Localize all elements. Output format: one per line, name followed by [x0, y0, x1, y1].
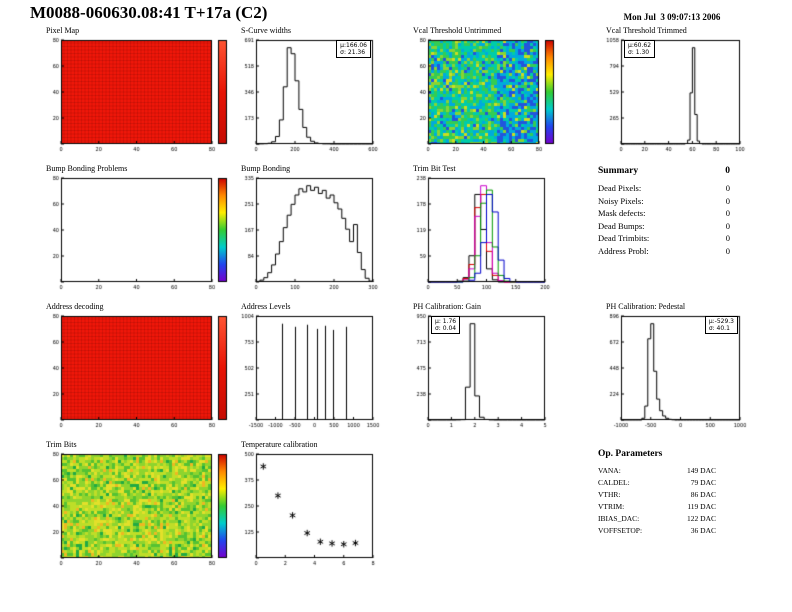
plot-title: PH Calibration: Pedestal — [606, 302, 686, 311]
plot-title: Trim Bit Test — [413, 164, 456, 173]
stats-box: μ:60.62 σ: 1.30 — [624, 40, 656, 58]
summary-row: Dead Trimbits: 0 — [598, 232, 730, 245]
plot-title: Address decoding — [46, 302, 104, 311]
stats-mean: μ: 1.76 — [435, 318, 457, 325]
summary-value: 0 — [725, 183, 730, 193]
plot-trim-bits: Trim Bits — [36, 439, 234, 569]
vcal-threshold-untrimmed-canvas — [403, 36, 561, 155]
plot-vcal-threshold-untrimmed: Vcal Threshold Untrimmed — [403, 25, 561, 155]
address-decoding-canvas — [36, 312, 234, 431]
stats-box: μ: 1.76 σ: 0.04 — [431, 316, 461, 334]
op-parameter-label: VANA: — [598, 466, 621, 475]
plot-ph-calibration-pedestal: PH Calibration: Pedestal μ:-529.3 σ: 40.… — [596, 301, 748, 431]
summary-header: Summary 0 — [598, 166, 730, 176]
vcal-threshold-trimmed-canvas — [596, 36, 748, 155]
stats-box: μ:166.06 σ: 21.36 — [336, 40, 371, 58]
op-parameters-title: Op. Parameters — [598, 449, 663, 459]
plot-title: Vcal Threshold Trimmed — [606, 26, 687, 35]
op-parameter-row: VOFFSETOP: 36 DAC — [598, 525, 716, 537]
plot-title: Temperature calibration — [241, 440, 318, 449]
op-parameter-row: IBIAS_DAC: 122 DAC — [598, 513, 716, 525]
temperature-calibration-canvas — [231, 450, 381, 569]
op-parameters-header: Op. Parameters — [598, 449, 716, 459]
plot-temperature-calibration: Temperature calibration — [231, 439, 381, 569]
plot-address-decoding: Address decoding — [36, 301, 234, 431]
ph-calibration-gain-canvas — [403, 312, 553, 431]
summary-value: 0 — [725, 208, 730, 218]
op-parameters-panel: Op. Parameters VANA: 149 DAC CALDEL: 79 … — [598, 449, 716, 537]
page-title: M0088-060630.08:41 T+17a (C2) — [30, 3, 268, 22]
stats-mean: μ:60.62 — [628, 42, 652, 49]
summary-row: Dead Bumps: 0 — [598, 220, 730, 233]
op-parameter-value: 36 DAC — [690, 526, 716, 535]
op-parameter-label: VOFFSETOP: — [598, 526, 643, 535]
op-parameter-row: VTHR: 86 DAC — [598, 489, 716, 501]
plot-title: Pixel Map — [46, 26, 80, 35]
trim-bit-test-canvas — [403, 174, 553, 293]
address-levels-canvas — [231, 312, 381, 431]
summary-row: Noisy Pixels: 0 — [598, 195, 730, 208]
trim-bits-canvas — [36, 450, 234, 569]
summary-label: Dead Trimbits: — [598, 233, 650, 243]
summary-row: Address Probl: 0 — [598, 245, 730, 258]
op-parameter-value: 119 DAC — [687, 502, 716, 511]
summary-panel: Summary 0 Dead Pixels: 0 Noisy Pixels: 0… — [598, 166, 730, 257]
timestamp: Mon Jul 3 09:07:13 2006 — [623, 12, 721, 22]
summary-label: Address Probl: — [598, 245, 649, 256]
op-parameter-row: CALDEL: 79 DAC — [598, 477, 716, 489]
plot-bump-bonding-problems: Bump Bonding Problems — [36, 163, 234, 293]
summary-value: 0 — [725, 195, 730, 206]
plot-address-levels: Address Levels — [231, 301, 381, 431]
op-parameter-value: 79 DAC — [690, 478, 716, 487]
bump-bonding-canvas — [231, 174, 381, 293]
summary-title: Summary — [598, 166, 639, 176]
plot-ph-calibration-gain: PH Calibration: Gain μ: 1.76 σ: 0.04 — [403, 301, 553, 431]
op-parameter-label: VTHR: — [598, 490, 621, 499]
stats-mean: μ:166.06 — [340, 42, 367, 49]
stats-sigma: σ: 0.04 — [435, 325, 457, 332]
stats-sigma: σ: 40.1 — [708, 325, 730, 332]
bump-bonding-problems-canvas — [36, 174, 234, 293]
op-parameter-label: IBIAS_DAC: — [598, 514, 640, 523]
plot-title: PH Calibration: Gain — [413, 302, 481, 311]
op-parameter-value: 122 DAC — [687, 514, 716, 523]
plot-title: Trim Bits — [46, 440, 77, 449]
summary-total: 0 — [725, 166, 730, 176]
plot-trim-bit-test: Trim Bit Test — [403, 163, 553, 293]
op-parameter-row: VTRIM: 119 DAC — [598, 501, 716, 513]
summary-row: Mask defects: 0 — [598, 207, 730, 220]
op-parameter-value: 149 DAC — [687, 466, 716, 475]
op-parameter-value: 86 DAC — [690, 490, 716, 499]
op-parameter-label: VTRIM: — [598, 502, 625, 511]
plot-bump-bonding: Bump Bonding — [231, 163, 381, 293]
summary-label: Noisy Pixels: — [598, 195, 644, 206]
op-parameter-label: CALDEL: — [598, 478, 630, 487]
plot-pixel-map: Pixel Map — [36, 25, 234, 155]
summary-label: Dead Bumps: — [598, 220, 645, 231]
plot-s-curve-widths: S-Curve widths μ:166.06 σ: 21.36 — [231, 25, 381, 155]
summary-value: 0 — [725, 220, 730, 231]
stats-mean: μ:-529.3 — [708, 318, 734, 325]
plot-title: Vcal Threshold Untrimmed — [413, 26, 502, 35]
summary-row: Dead Pixels: 0 — [598, 182, 730, 195]
stats-sigma: σ: 1.30 — [628, 49, 650, 56]
plot-title: Address Levels — [241, 302, 291, 311]
op-parameter-row: VANA: 149 DAC — [598, 465, 716, 477]
plot-title: Bump Bonding — [241, 164, 291, 173]
pixel-map-canvas — [36, 36, 234, 155]
summary-label: Mask defects: — [598, 208, 646, 218]
summary-label: Dead Pixels: — [598, 183, 642, 193]
summary-value: 0 — [725, 245, 730, 256]
plot-title: S-Curve widths — [241, 26, 291, 35]
plot-vcal-threshold-trimmed: Vcal Threshold Trimmed μ:60.62 σ: 1.30 — [596, 25, 748, 155]
stats-box: μ:-529.3 σ: 40.1 — [704, 316, 738, 334]
plot-title: Bump Bonding Problems — [46, 164, 128, 173]
stats-sigma: σ: 21.36 — [340, 49, 366, 56]
summary-value: 0 — [725, 233, 730, 243]
